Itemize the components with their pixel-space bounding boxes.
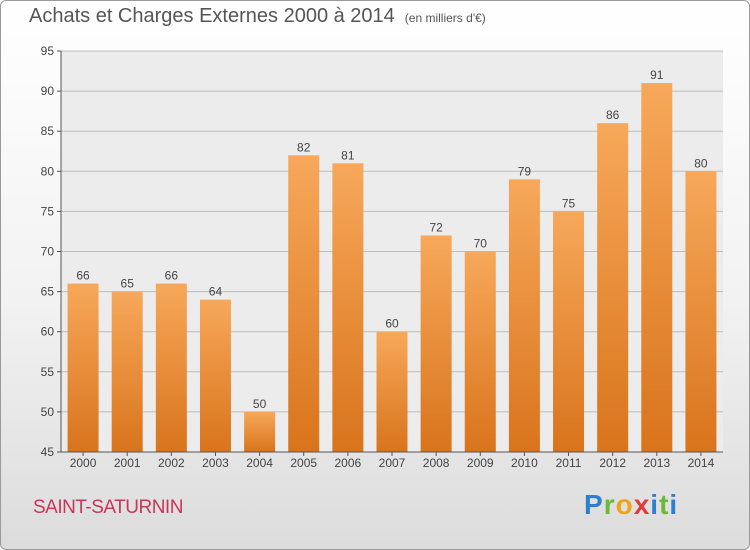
x-tick-label: 2006 xyxy=(335,456,362,470)
y-tick-label: 95 xyxy=(41,44,55,58)
logo-letter: i xyxy=(669,489,679,520)
bar-value-label: 91 xyxy=(650,68,664,82)
x-tick-label: 2004 xyxy=(246,456,273,470)
chart-title-text: Achats et Charges Externes 2000 à 2014 xyxy=(29,5,395,27)
bar-value-label: 75 xyxy=(562,196,576,210)
y-tick-label: 90 xyxy=(41,84,55,98)
x-tick-label: 2005 xyxy=(290,456,317,470)
x-tick-label: 2001 xyxy=(114,456,141,470)
bar-value-label: 66 xyxy=(76,269,90,283)
y-tick-label: 70 xyxy=(41,245,55,259)
x-tick-label: 2010 xyxy=(511,456,538,470)
logo-letter: o xyxy=(615,489,634,520)
y-axis: 45 50 55 60 65 70 75 80 85 90 95 xyxy=(41,44,62,459)
bar xyxy=(641,83,673,452)
bar xyxy=(597,123,629,453)
bar xyxy=(288,155,320,452)
x-tick-label: 2003 xyxy=(202,456,229,470)
x-tick-label: 2007 xyxy=(379,456,406,470)
bar-value-label: 80 xyxy=(694,156,708,170)
bar-value-label: 70 xyxy=(474,237,488,251)
y-tick-label: 50 xyxy=(41,405,55,419)
bar-value-label: 81 xyxy=(341,148,355,162)
x-tick-label: 2011 xyxy=(556,456,582,470)
bar-value-label: 64 xyxy=(209,285,223,299)
logo-letter: r xyxy=(603,489,616,520)
x-tick-label: 2013 xyxy=(643,456,670,470)
x-tick-label: 2012 xyxy=(599,456,626,470)
x-tick-label: 2009 xyxy=(467,456,494,470)
bar xyxy=(244,411,276,452)
y-tick-label: 65 xyxy=(41,285,55,299)
bar xyxy=(685,171,717,453)
x-tick-label: 2002 xyxy=(158,456,185,470)
bar-value-label: 79 xyxy=(518,164,532,178)
chart-unit-note: (en milliers d'€) xyxy=(404,11,486,25)
bar xyxy=(199,299,231,452)
logo-letter: x xyxy=(633,489,651,520)
bar xyxy=(464,251,496,452)
y-tick-label: 55 xyxy=(41,365,55,379)
x-tick-label: 2008 xyxy=(423,456,450,470)
commune-name: SAINT-SATURNIN xyxy=(33,497,183,518)
x-axis: 2000 2001 2002 2003 2004 2005 2006 2007 2008 2009… xyxy=(61,451,723,470)
bars: 66 65 66 64 50 82 81 60 72 70 79 75 86 91 80 xyxy=(67,68,717,453)
bar-value-label: 72 xyxy=(429,220,443,234)
bar xyxy=(553,211,585,452)
bar-value-label: 65 xyxy=(121,277,135,291)
bar xyxy=(420,235,452,452)
y-tick-label: 60 xyxy=(41,325,55,339)
bar-value-label: 82 xyxy=(297,140,311,154)
chart-title: Achats et Charges Externes 2000 à 2014 (e… xyxy=(29,5,486,28)
y-tick-label: 45 xyxy=(41,445,55,459)
bar xyxy=(111,291,143,452)
logo-letter: P xyxy=(584,489,604,520)
proxiti-logo: Proxiti xyxy=(584,489,678,521)
bar-value-label: 50 xyxy=(253,397,267,411)
x-tick-label: 2014 xyxy=(688,456,715,470)
bar-value-label: 86 xyxy=(606,108,620,122)
logo-letter: i xyxy=(650,489,660,520)
bar xyxy=(332,163,364,452)
y-tick-label: 80 xyxy=(41,164,55,178)
bar xyxy=(508,179,540,452)
bar xyxy=(67,283,99,452)
bar xyxy=(155,283,187,452)
y-tick-label: 75 xyxy=(41,204,55,218)
bar-value-label: 60 xyxy=(385,317,399,331)
y-tick-label: 85 xyxy=(41,124,55,138)
bar xyxy=(376,331,408,452)
x-tick-label: 2000 xyxy=(70,456,97,470)
bar-value-label: 66 xyxy=(165,269,179,283)
logo-letter: t xyxy=(659,489,670,520)
